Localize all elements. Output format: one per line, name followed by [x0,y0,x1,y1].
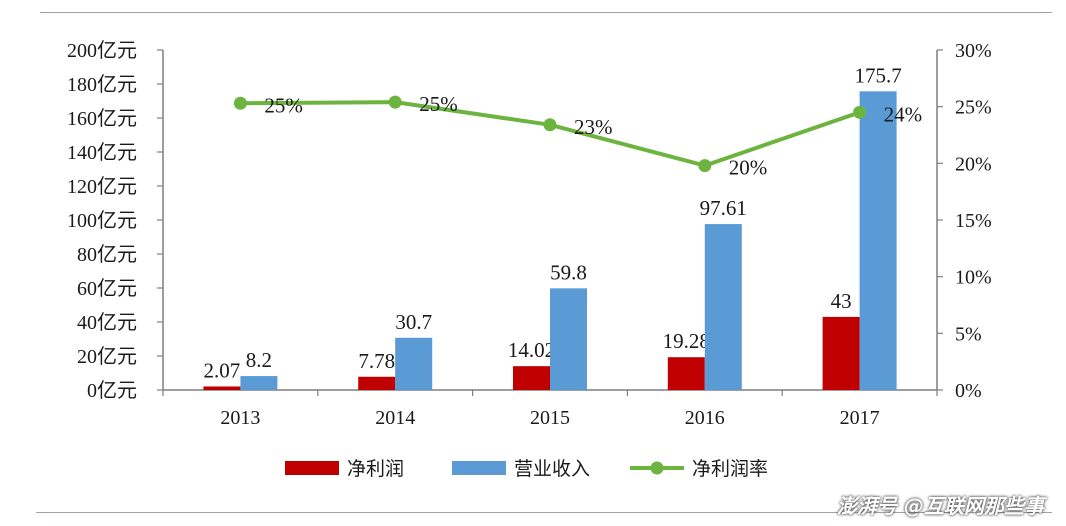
legend-swatch [285,461,339,475]
bar [859,91,897,390]
x-tick-label: 2017 [840,407,880,429]
data-label: 19.28 [663,329,710,353]
y-left-tick-label: 140亿元 [67,141,137,164]
bar [822,316,860,390]
x-tick-label: 2015 [530,407,570,429]
bar [667,357,705,390]
y-left-tick-label: 80亿元 [77,243,137,266]
x-tick-label: 2016 [685,407,725,429]
data-label: 23% [574,115,613,139]
y-left-tick-label: 0亿元 [87,379,137,402]
y-left-tick-label: 20亿元 [77,345,137,368]
line-point [543,118,557,132]
y-right-tick-label: 10% [955,267,992,289]
top-divider [40,12,1052,13]
legend-marker [650,461,664,475]
bar [513,366,550,390]
y-right-tick-label: 5% [955,323,982,345]
data-label: 97.61 [700,196,747,220]
line-point [388,95,402,109]
y-left-tick-label: 160亿元 [67,107,137,130]
y-left-tick-label: 40亿元 [77,311,137,334]
y-left-tick-label: 120亿元 [67,175,137,198]
bottom-divider [36,512,1052,513]
y-right-tick-label: 15% [955,210,992,232]
data-label: 20% [729,156,768,180]
data-label: 8.2 [246,348,272,372]
data-label: 25% [264,93,303,117]
y-left-tick-label: 100亿元 [67,209,137,232]
legend-label: 营业收入 [514,458,590,480]
bar [550,288,587,390]
y-right-tick-label: 20% [955,153,992,175]
bar [203,386,241,390]
y-left-tick-label: 60亿元 [77,277,137,300]
bar [395,337,433,390]
data-label: 2.07 [204,358,241,382]
bar [358,376,396,390]
watermark-text: 澎湃号 @互联网那些事 [837,494,1044,518]
y-right-tick-label: 0% [955,380,982,402]
data-label: 43 [831,289,852,313]
data-label: 59.8 [550,260,587,284]
data-label: 30.7 [395,310,432,334]
y-right-tick-label: 25% [955,97,992,119]
legend-label: 净利润率 [692,458,768,480]
y-left-tick-label: 180亿元 [67,73,137,96]
x-tick-label: 2014 [375,407,415,429]
data-label: 25% [419,92,458,116]
data-label: 14.02 [508,338,555,362]
x-tick-label: 2013 [220,407,260,429]
line-point [698,159,712,173]
data-label: 7.78 [358,349,395,373]
y-right-tick-label: 30% [955,40,992,62]
legend-label: 净利润 [347,458,404,480]
line-point [233,96,247,110]
y-left-tick-label: 200亿元 [67,39,137,62]
bar [704,224,742,390]
legend-swatch [452,461,506,475]
line-point [853,105,867,119]
cropped-header-band [0,0,1066,10]
bar [240,376,278,390]
data-label: 24% [884,102,923,126]
data-label: 175.7 [854,63,901,87]
